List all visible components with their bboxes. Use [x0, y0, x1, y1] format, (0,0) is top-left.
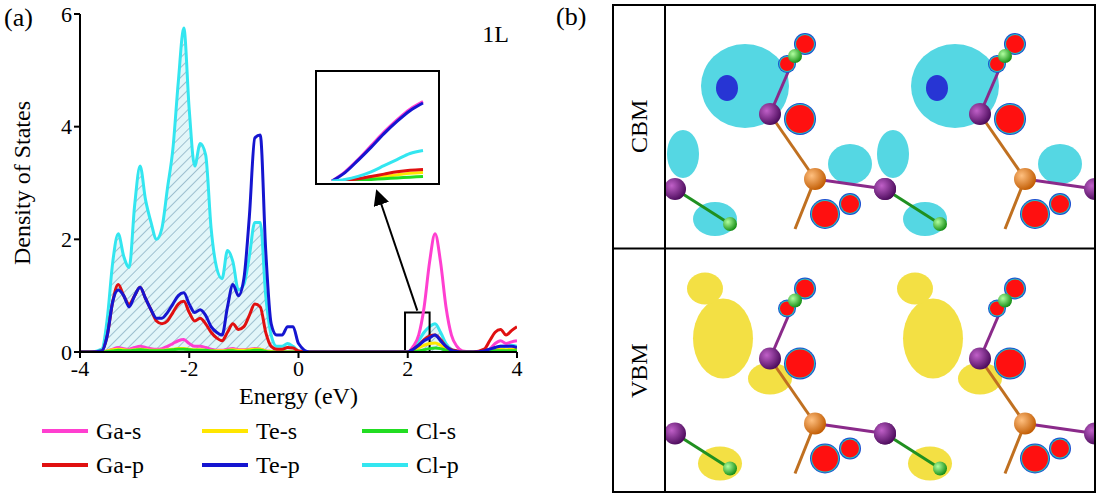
- svg-text:0: 0: [61, 340, 72, 365]
- html-text:Ga-s: Ga-s: [96, 417, 142, 444]
- svg-text:VBM: VBM: [626, 343, 652, 398]
- html-text:Ga-p: Ga-p: [96, 451, 144, 478]
- svg-text:-2: -2: [180, 356, 198, 381]
- svg-text:6: 6: [61, 2, 72, 27]
- svg-text:2: 2: [61, 227, 72, 252]
- svg-text:(a): (a): [4, 3, 33, 32]
- svg-text:-4: -4: [71, 356, 89, 381]
- svg-text:4: 4: [512, 356, 523, 381]
- svg-text:0: 0: [293, 356, 304, 381]
- html-text:Cl-s: Cl-s: [416, 417, 456, 444]
- svg-text:Energy (eV): Energy (eV): [239, 383, 358, 409]
- svg-text:Density of States: Density of States: [9, 101, 35, 265]
- html-text:Cl-p: Cl-p: [416, 451, 459, 478]
- html-text:(b): (b): [556, 2, 587, 31]
- svg-text:4: 4: [61, 114, 72, 139]
- html-text:Te-p: Te-p: [256, 451, 300, 478]
- svg-text:1L: 1L: [482, 21, 509, 47]
- svg-text:CBM: CBM: [626, 100, 652, 153]
- svg-text:2: 2: [402, 356, 413, 381]
- html-text:Te-s: Te-s: [256, 417, 297, 444]
